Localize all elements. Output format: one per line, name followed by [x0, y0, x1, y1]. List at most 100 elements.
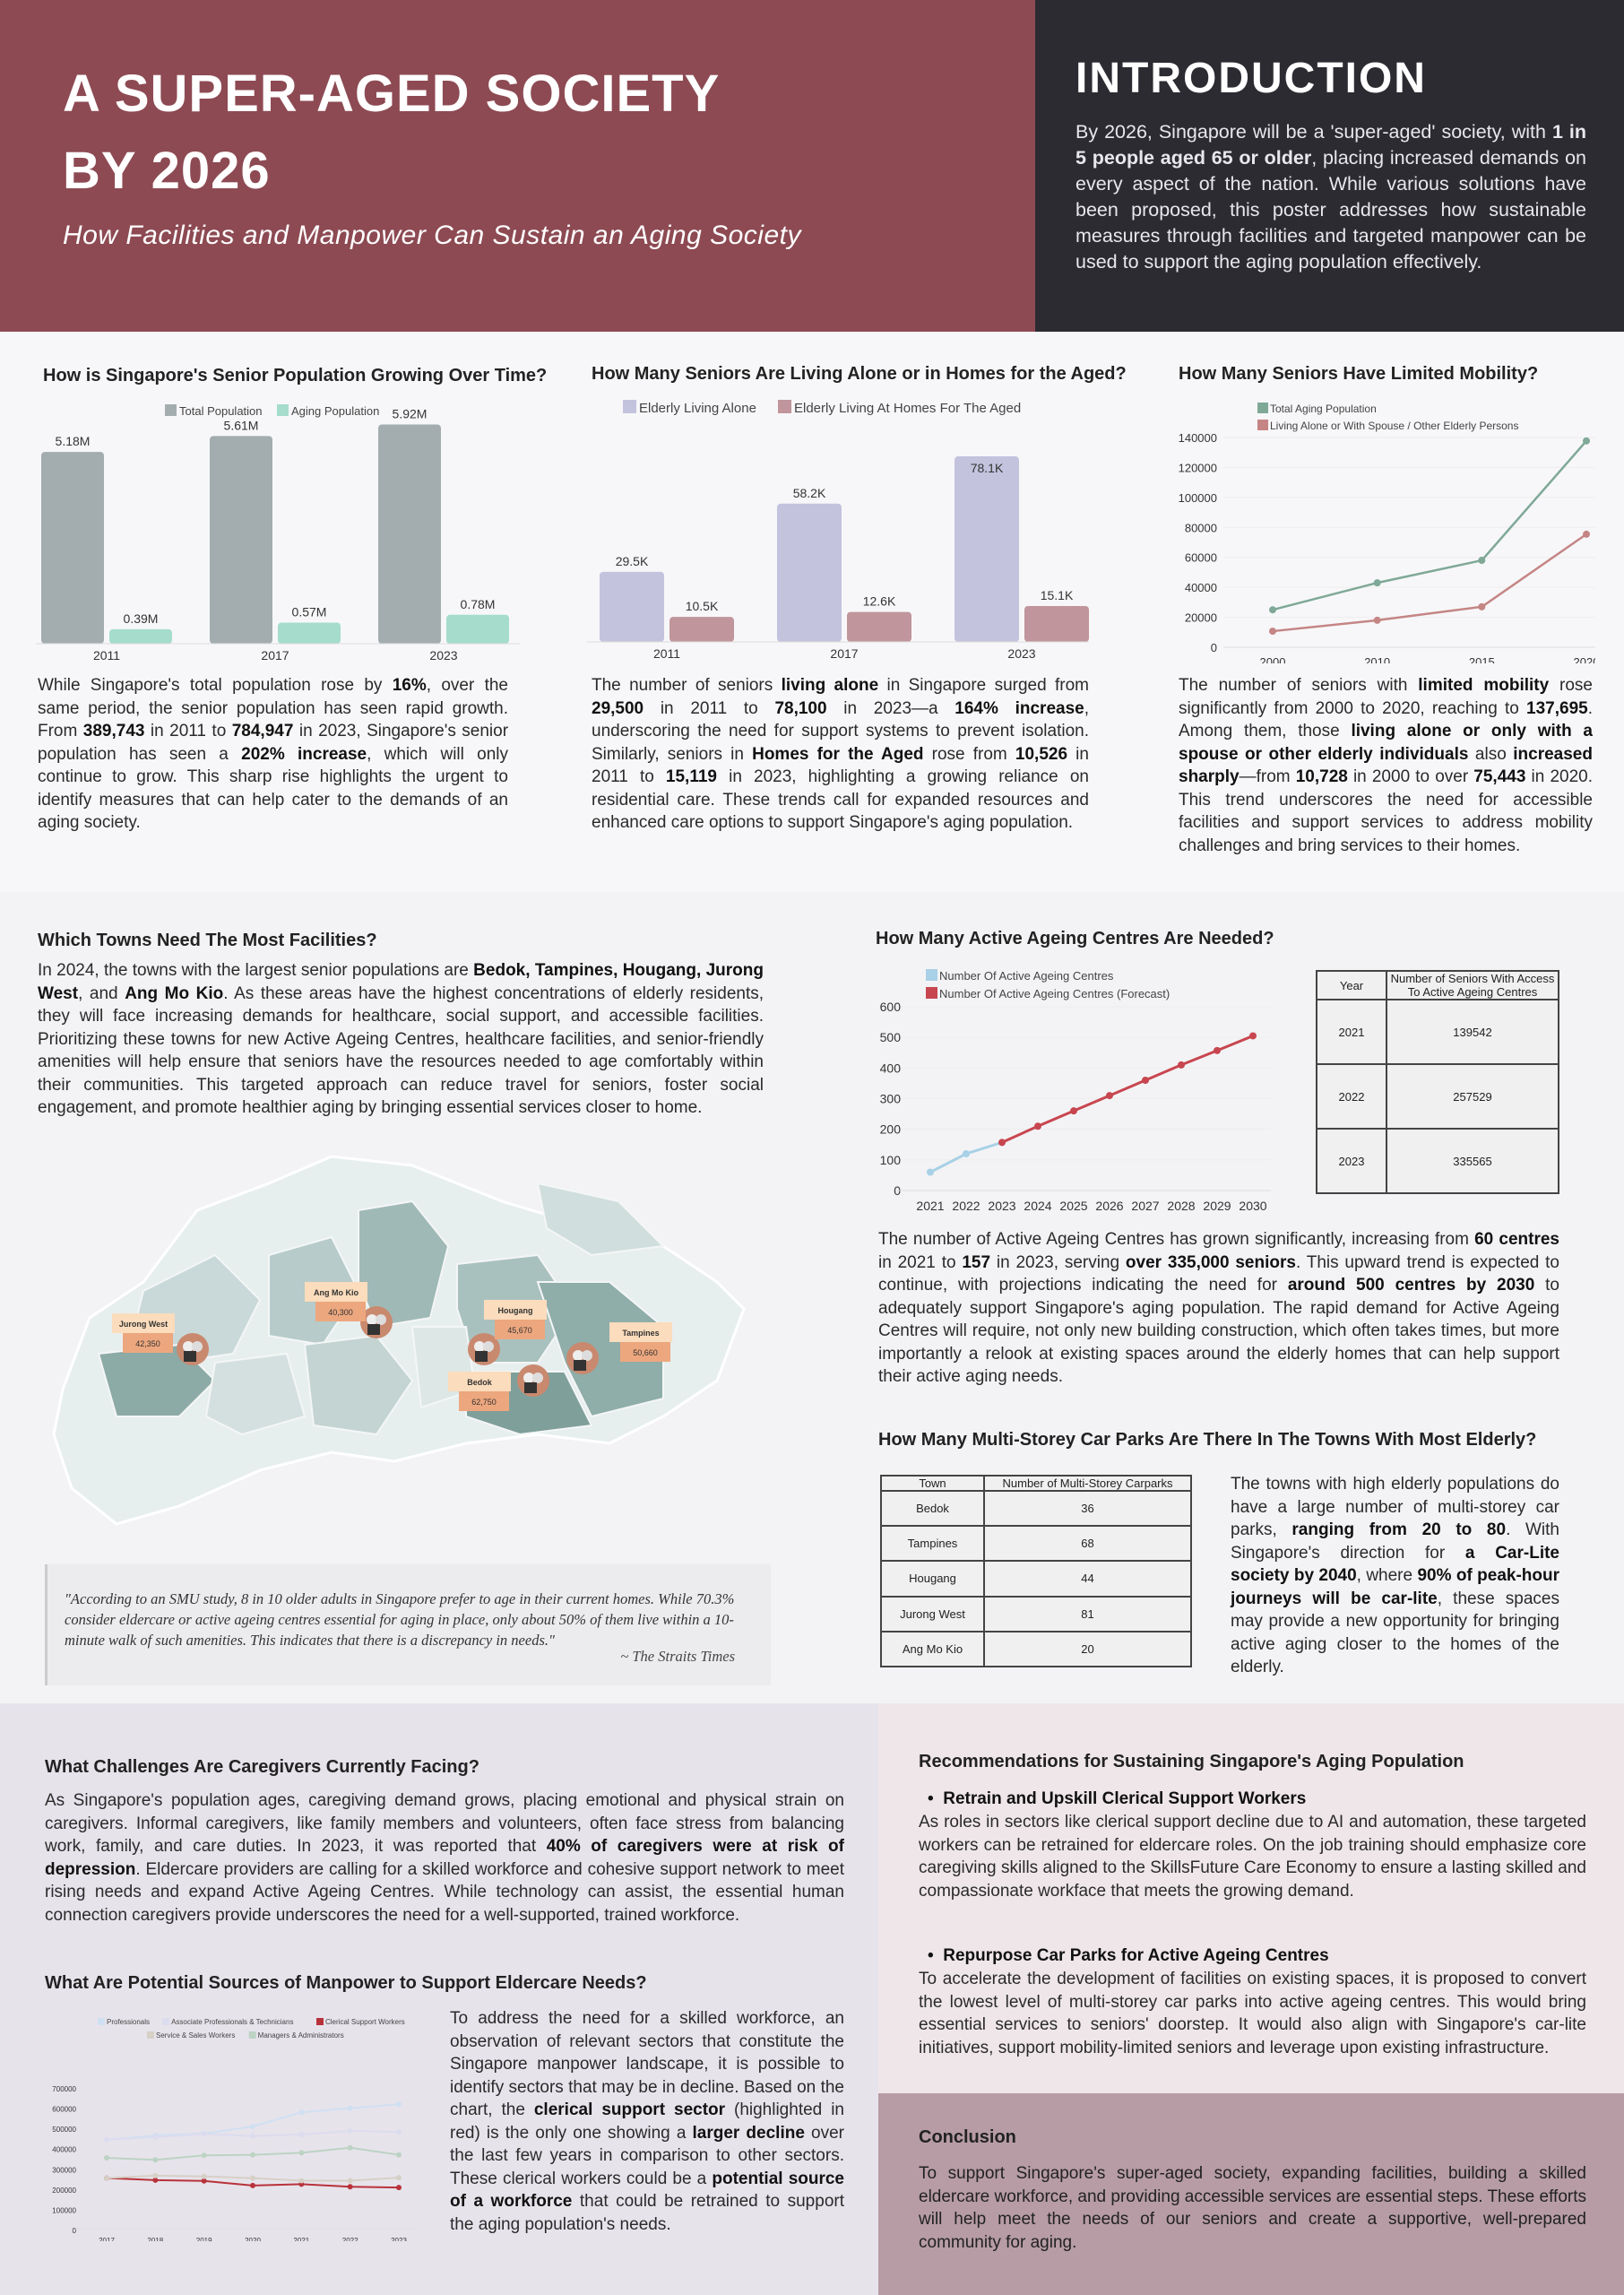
series-line — [1272, 440, 1587, 611]
data-point — [298, 2109, 305, 2116]
town-region — [204, 1352, 307, 1436]
table-cell: Tampines — [880, 1525, 985, 1563]
data-point — [1106, 1092, 1113, 1100]
text-segment: The towns with high elderly populations … — [1231, 1475, 1559, 1539]
text-segment: in 2023, serving — [990, 1252, 1126, 1272]
x-tick-label: 2023 — [429, 648, 457, 663]
living-bar-chart: Elderly Living Alone Elderly Living At Ho… — [587, 400, 1089, 661]
data-point — [250, 2133, 255, 2139]
senior-pin-icon — [574, 1360, 586, 1371]
text-segment: in 2021 to — [878, 1252, 963, 1272]
text-segment: The number of seniors with — [1179, 676, 1419, 695]
y-tick-label: 100000 — [1179, 491, 1217, 505]
town-name: Tampines — [622, 1329, 659, 1338]
town-value: 45,670 — [507, 1326, 532, 1335]
legend-swatch — [165, 404, 177, 416]
x-tick-label: 2026 — [1095, 1199, 1123, 1213]
text-segment: in 2000 to over — [1347, 767, 1474, 786]
data-point — [927, 1168, 934, 1176]
x-tick-label: 2023 — [1007, 646, 1035, 661]
bar — [446, 614, 509, 644]
bold-text: 389,743 — [82, 722, 145, 740]
x-tick-label: 2023 — [988, 1199, 1015, 1213]
x-tick-label: 2022 — [342, 2237, 358, 2241]
legend-swatch — [926, 987, 937, 999]
senior-pin-icon — [532, 1373, 543, 1383]
recommendation-heading: • Repurpose Car Parks for Active Ageing … — [928, 1946, 1329, 1965]
bold-text: Bedok, Tampines, Hougang, Jurong West — [38, 961, 764, 1003]
legend-swatch — [1257, 420, 1268, 430]
data-point — [396, 2101, 402, 2108]
x-tick-label: 2024 — [1024, 1199, 1051, 1213]
manpower-line-chart: 0 100000 200000 300000 400000 500000 600000 700… — [52, 2018, 417, 2241]
legend-label: Number Of Active Ageing Centres — [939, 969, 1114, 983]
bold-text: 157 — [962, 1252, 991, 1272]
mobility-title: How Many Seniors Have Limited Mobility? — [1179, 364, 1539, 384]
data-label: 29.5K — [616, 554, 649, 568]
bold-text: 40% of caregivers were at risk of depres… — [45, 1837, 844, 1879]
town-region — [303, 1334, 414, 1436]
y-tick-label: 200 — [880, 1122, 902, 1137]
data-point — [1583, 437, 1590, 445]
town-name: Jurong West — [119, 1320, 168, 1329]
data-point — [396, 2152, 402, 2158]
recommendation-text: To accelerate the development of facilit… — [919, 1970, 1586, 2057]
title-line: A SUPER-AGED SOCIETY — [63, 65, 721, 123]
table-cell: Bedok — [880, 1489, 985, 1528]
table-row: Bedok 36 — [880, 1489, 1192, 1528]
text-segment: The number of seniors — [592, 676, 782, 695]
series-line — [1001, 1035, 1254, 1144]
data-point — [347, 2184, 353, 2190]
table-cell: Hougang — [880, 1560, 985, 1598]
x-tick-label: 2027 — [1131, 1199, 1159, 1213]
data-label: 58.2K — [793, 486, 826, 500]
carparks-table: Town Number of Multi-Storey Carparks Bedo… — [880, 1475, 1192, 1668]
conclusion-text: To support Singapore's super-aged societ… — [919, 2164, 1586, 2252]
bold-text: 10,526 — [1015, 744, 1068, 764]
aac-text: The number of Active Ageing Centres has … — [878, 1228, 1559, 1389]
text-segment: To address the need for a skilled workfo… — [450, 2009, 844, 2119]
bold-text: 29,500 — [592, 698, 644, 718]
bold-text: limited mobility — [1418, 676, 1550, 695]
table-cell: 139542 — [1386, 999, 1559, 1065]
caregivers-title: What Challenges Are Caregivers Currently… — [45, 1757, 479, 1777]
legend-swatch — [778, 400, 791, 413]
data-point — [201, 2152, 207, 2159]
bar — [210, 436, 272, 644]
legend-label: Managers & Administrators — [258, 2031, 344, 2040]
table-cell: 2022 — [1316, 1063, 1387, 1130]
table-cell: 335565 — [1386, 1128, 1559, 1194]
bold-text: living alone or only with a spouse or ot… — [1179, 722, 1594, 764]
data-point — [396, 2129, 402, 2135]
y-tick-label: 60000 — [1185, 551, 1217, 565]
y-tick-label: 40000 — [1185, 581, 1217, 594]
text-segment: in 2023—a — [826, 698, 955, 718]
data-point — [250, 2124, 255, 2130]
table-header: Number of Seniors With Access To Active … — [1386, 970, 1559, 1000]
table-cell: 81 — [983, 1595, 1192, 1632]
y-tick-label: 200000 — [52, 2187, 76, 2195]
data-point — [1249, 1032, 1257, 1040]
bar — [109, 628, 172, 644]
text-segment: By 2026, Singapore will be a 'super-aged… — [1075, 121, 1552, 143]
data-label: 15.1K — [1041, 588, 1074, 602]
bold-text: living alone — [781, 676, 879, 695]
singapore-town-map: Jurong West 42,350 Ang Mo Kio 40,300 Hougang… — [52, 1155, 746, 1526]
town-value: 40,300 — [328, 1308, 353, 1317]
legend-label: Living Alone or With Spouse / Other Elde… — [1270, 420, 1518, 432]
population-text: While Singapore's total population rose … — [38, 674, 508, 835]
x-tick-label: 2011 — [653, 646, 680, 661]
data-point — [104, 2155, 109, 2161]
y-tick-label: 80000 — [1185, 521, 1217, 534]
text-segment: . Among them, those — [1179, 698, 1593, 741]
introduction-heading: INTRODUCTION — [1075, 55, 1427, 102]
town-value: 62,750 — [471, 1398, 497, 1407]
towns-text: In 2024, the towns with the largest seni… — [38, 959, 764, 1120]
text-segment: , placing increased demands on every asp… — [1075, 147, 1586, 273]
town-value: 42,350 — [135, 1339, 160, 1348]
data-point — [298, 2132, 305, 2138]
data-point — [250, 2182, 255, 2188]
senior-pin-icon — [367, 1324, 380, 1335]
x-tick-label: 2000 — [1260, 655, 1286, 663]
senior-pin-icon — [192, 1341, 203, 1352]
